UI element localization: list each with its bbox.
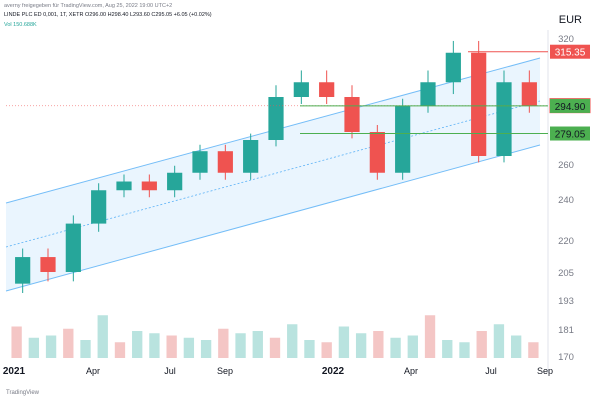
candle-body: [116, 181, 132, 191]
volume-bar: [97, 315, 108, 358]
volume-bar: [200, 340, 212, 358]
volume-bar: [287, 324, 298, 358]
candle-body: [496, 82, 512, 156]
candle-body: [192, 151, 208, 173]
volume-bar: [183, 337, 195, 358]
volume-bar: [63, 328, 74, 358]
volume-bar: [459, 342, 470, 358]
tradingview-brand: TradingView: [6, 390, 40, 396]
volume-bar: [235, 333, 246, 358]
channel-lower-line: [5, 144, 541, 292]
volume-bar: [493, 324, 505, 358]
volume-bar: [166, 335, 177, 358]
volume-bar: [269, 337, 281, 358]
candle-body: [243, 140, 259, 173]
candle-body: [141, 181, 157, 191]
candle-body: [91, 190, 107, 224]
volume-line: Vol 150.688K: [4, 22, 37, 28]
candle-body: [217, 151, 233, 173]
price-tag: [550, 44, 590, 59]
y-tick-label: 170: [558, 352, 574, 363]
x-tick-label: 2021: [3, 366, 26, 377]
price-tag-label: 279.05: [555, 130, 586, 141]
volume-bar: [252, 331, 263, 358]
candle-body: [521, 82, 537, 106]
x-tick-label: 2022: [322, 366, 345, 377]
price-tag-label: 294.90: [555, 102, 586, 113]
candle-body: [167, 172, 183, 191]
volume-bar: [45, 335, 57, 358]
candle-body: [15, 257, 31, 284]
volume-bar: [149, 333, 160, 358]
candle-body: [40, 257, 56, 272]
y-tick-label: 220: [558, 236, 574, 247]
volume-bar: [510, 335, 522, 358]
price-tag: [550, 98, 590, 113]
x-tick-label: Apr: [404, 366, 418, 376]
volume-bar: [80, 340, 91, 358]
x-tick-label: Sep: [217, 366, 233, 376]
x-tick-label: Sep: [537, 366, 553, 376]
volume-bar: [132, 331, 143, 358]
price-tag-label: 315.35: [555, 48, 586, 59]
volume-bar: [528, 342, 539, 358]
volume-bar: [373, 331, 384, 358]
y-tick-label: 193: [558, 296, 574, 307]
volume-bar: [11, 326, 22, 358]
candle-body: [369, 132, 385, 173]
y-tick-label: 205: [558, 268, 574, 279]
volume-bar: [114, 342, 126, 358]
volume-bar: [355, 333, 367, 358]
y-tick-label: 260: [558, 160, 574, 171]
symbol-line: LINDE PLC ED 0,001, 1T, XETR O296.00 H29…: [4, 12, 212, 18]
volume-bar: [476, 331, 487, 358]
price-tag: [550, 126, 590, 141]
candle-body: [420, 82, 436, 106]
candle-body: [268, 97, 284, 140]
candle-body: [65, 223, 81, 272]
shared-by-text: averny freigegeben für TradingView.com, …: [4, 3, 173, 9]
volume-bar: [390, 337, 401, 358]
candle-body: [395, 105, 411, 173]
volume-bar: [28, 337, 40, 358]
x-tick-label: Jul: [485, 366, 497, 376]
currency-label: EUR: [558, 14, 582, 26]
candle-body: [445, 52, 461, 83]
y-tick-label: 320: [558, 34, 574, 45]
volume-bar: [304, 340, 315, 358]
volume-bar: [407, 335, 418, 358]
x-tick-label: Apr: [86, 366, 100, 376]
y-tick-label: 240: [558, 195, 574, 206]
y-tick-label: 181: [558, 325, 574, 336]
candle-body: [293, 82, 309, 97]
volume-bar: [442, 340, 453, 358]
volume-bar: [321, 342, 332, 358]
candle-body: [471, 52, 487, 156]
candle-body: [319, 82, 335, 97]
volume-bar: [218, 328, 229, 358]
volume-bar: [338, 326, 350, 358]
x-tick-label: Jul: [164, 366, 176, 376]
candle-body: [344, 97, 360, 132]
volume-bar: [424, 315, 436, 358]
